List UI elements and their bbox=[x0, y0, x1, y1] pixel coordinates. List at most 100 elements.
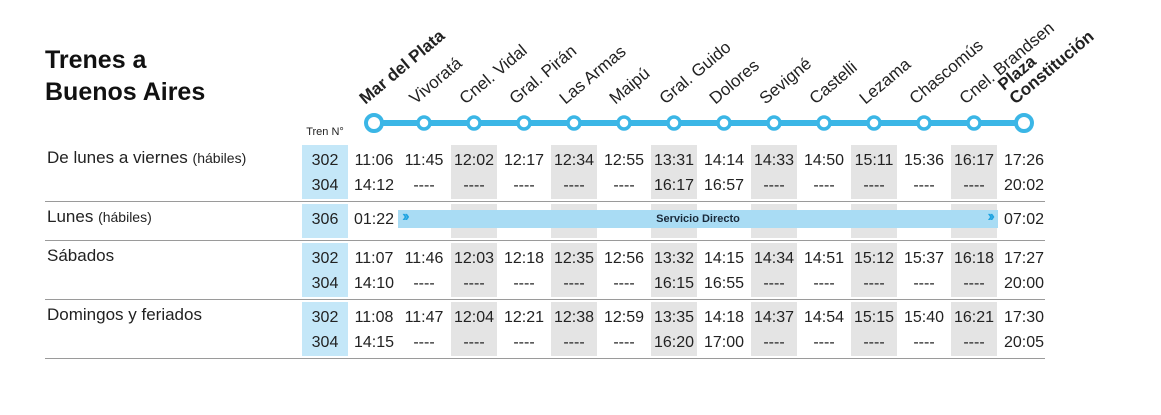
time: 17:27 bbox=[1003, 250, 1045, 267]
time: ---- bbox=[763, 334, 785, 351]
time: 15:40 bbox=[903, 309, 945, 326]
time: 11:06 bbox=[354, 152, 394, 169]
column-shade bbox=[551, 145, 597, 199]
time: 13:32 bbox=[653, 250, 695, 267]
day-name: Sábados bbox=[47, 246, 115, 265]
time: 13:31 bbox=[653, 152, 695, 169]
time: 17:00 bbox=[703, 334, 745, 351]
time: 14:15 bbox=[353, 334, 395, 351]
column-shade bbox=[451, 302, 497, 356]
time: 12:17 bbox=[503, 152, 545, 169]
time: 16:17 bbox=[653, 177, 695, 194]
time: ---- bbox=[463, 177, 485, 194]
train-number: 306 bbox=[311, 211, 339, 228]
time: 01:22 bbox=[353, 211, 395, 228]
time: 15:36 bbox=[903, 152, 945, 169]
time: 11:47 bbox=[404, 309, 444, 326]
train-column-bg bbox=[302, 302, 348, 356]
column-shade bbox=[751, 145, 797, 199]
day-note: (hábiles) bbox=[98, 209, 152, 225]
column-shade bbox=[851, 302, 897, 356]
train-number: 302 bbox=[311, 309, 339, 326]
time: ---- bbox=[963, 177, 985, 194]
time: ---- bbox=[563, 275, 585, 292]
time: ---- bbox=[563, 334, 585, 351]
station-dot bbox=[666, 115, 682, 131]
day-name: Lunes bbox=[47, 207, 94, 226]
time: 16:21 bbox=[953, 309, 995, 326]
column-shade bbox=[951, 243, 997, 297]
time: 11:08 bbox=[354, 309, 394, 326]
time: 12:18 bbox=[503, 250, 545, 267]
time: 07:02 bbox=[1003, 211, 1045, 228]
time: ---- bbox=[963, 275, 985, 292]
time: 12:34 bbox=[553, 152, 595, 169]
time: 17:30 bbox=[1003, 309, 1045, 326]
time: 13:35 bbox=[653, 309, 695, 326]
column-shade bbox=[851, 145, 897, 199]
time: 16:15 bbox=[653, 275, 695, 292]
time: 14:15 bbox=[703, 250, 745, 267]
train-column-bg bbox=[302, 204, 348, 238]
time: ---- bbox=[763, 275, 785, 292]
time: ---- bbox=[813, 177, 835, 194]
train-number: 302 bbox=[311, 250, 339, 267]
time: 14:18 bbox=[703, 309, 745, 326]
time: ---- bbox=[863, 334, 885, 351]
time: 16:20 bbox=[653, 334, 695, 351]
time: ---- bbox=[413, 334, 435, 351]
time: 15:37 bbox=[903, 250, 945, 267]
express-bar: Servicio Directo ›› ›› bbox=[398, 208, 998, 228]
time: 14:14 bbox=[703, 152, 745, 169]
train-column-bg bbox=[302, 145, 348, 199]
title-line: Buenos Aires bbox=[45, 78, 206, 106]
train-number: 304 bbox=[311, 177, 339, 194]
day-name: De lunes a viernes bbox=[47, 148, 188, 167]
route-line bbox=[364, 113, 1034, 133]
column-shade bbox=[651, 145, 697, 199]
column-shade bbox=[751, 302, 797, 356]
station-dot bbox=[916, 115, 932, 131]
column-shade bbox=[451, 243, 497, 297]
time: ---- bbox=[763, 177, 785, 194]
train-column-bg bbox=[302, 243, 348, 297]
time: 14:12 bbox=[353, 177, 395, 194]
time: ---- bbox=[913, 334, 935, 351]
title-line: Trenes a bbox=[45, 46, 147, 74]
time: 20:05 bbox=[1003, 334, 1045, 351]
time: 12:35 bbox=[553, 250, 595, 267]
station-dot bbox=[766, 115, 782, 131]
train-number: 302 bbox=[311, 152, 339, 169]
time: ---- bbox=[463, 334, 485, 351]
time: ---- bbox=[463, 275, 485, 292]
row-separator bbox=[45, 299, 1045, 300]
time: 16:55 bbox=[703, 275, 745, 292]
column-shade bbox=[751, 243, 797, 297]
column-shade bbox=[551, 243, 597, 297]
time: 15:12 bbox=[853, 250, 895, 267]
station-dot bbox=[516, 115, 532, 131]
time: 16:18 bbox=[953, 250, 995, 267]
time: 12:02 bbox=[453, 152, 495, 169]
time: ---- bbox=[613, 177, 635, 194]
time: ---- bbox=[513, 334, 535, 351]
time: 14:50 bbox=[803, 152, 845, 169]
column-shade bbox=[551, 302, 597, 356]
station-dot bbox=[1014, 113, 1034, 133]
station-dot bbox=[716, 115, 732, 131]
row-separator bbox=[45, 358, 1045, 359]
station-dot bbox=[416, 115, 432, 131]
station-dot bbox=[866, 115, 882, 131]
chevron: ›› bbox=[987, 208, 994, 225]
row-separator bbox=[45, 201, 1045, 202]
time: ---- bbox=[913, 275, 935, 292]
day-label: Domingos y feriados bbox=[47, 305, 202, 325]
time: 12:21 bbox=[503, 309, 545, 326]
time: ---- bbox=[863, 177, 885, 194]
chevron: ›› bbox=[402, 208, 409, 225]
train-number: 304 bbox=[311, 334, 339, 351]
time: 11:07 bbox=[354, 250, 394, 267]
day-note: (hábiles) bbox=[192, 150, 247, 166]
time: ---- bbox=[613, 334, 635, 351]
